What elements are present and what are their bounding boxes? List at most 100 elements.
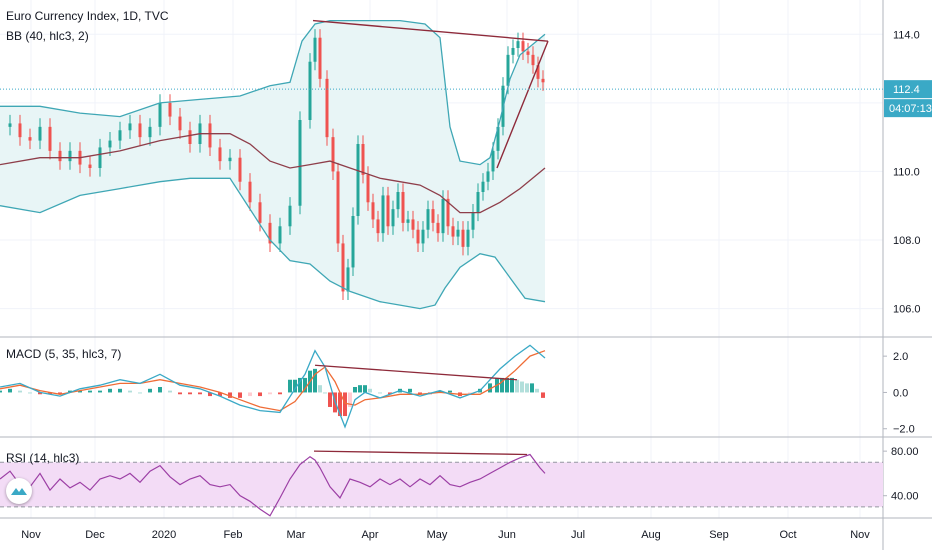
macd-histogram-bar <box>348 392 352 407</box>
macd-histogram-bar <box>58 392 62 395</box>
x-tick-label: Oct <box>779 529 796 541</box>
price-tick-label: 108.0 <box>893 235 921 247</box>
bb-basis-line <box>0 133 546 214</box>
candle-body <box>441 198 445 234</box>
chart-title: Euro Currency Index, 1D, TVC <box>6 9 169 23</box>
candle-body <box>8 123 12 127</box>
candle-body <box>218 147 222 162</box>
candle-body <box>168 102 172 117</box>
last-price-label: 112.4 <box>893 84 920 96</box>
candle-body <box>446 198 450 227</box>
macd-histogram-bar <box>378 392 382 394</box>
rsi-trendline <box>313 450 528 456</box>
countdown-badge <box>884 99 932 118</box>
rsi-tick-label: 80.00 <box>891 446 919 458</box>
macd-histogram-bar <box>118 388 122 393</box>
macd-histogram-bar <box>358 385 362 393</box>
macd-histogram-bar <box>525 383 529 393</box>
candle-body <box>178 116 182 131</box>
candle-body <box>481 181 485 192</box>
candle-body <box>351 216 355 268</box>
candle-body <box>118 130 122 141</box>
candle-body <box>98 147 102 168</box>
price-tick-label: 110.0 <box>893 166 920 178</box>
candle-body <box>88 164 92 168</box>
candle-body <box>336 171 340 244</box>
candle-body <box>471 212 475 230</box>
candle-body <box>68 150 72 162</box>
rsi-line <box>0 453 546 517</box>
x-tick-label: Jun <box>498 529 516 541</box>
macd-histogram-bar <box>18 390 22 393</box>
macd-histogram-bar <box>228 392 232 398</box>
macd-histogram-bar <box>298 377 302 393</box>
macd-histogram-bar <box>541 392 545 398</box>
macd-histogram-bar <box>248 392 252 397</box>
candle-body <box>401 192 405 223</box>
macd-histogram-bar <box>188 392 192 395</box>
price-tick-label: 114.0 <box>893 29 920 41</box>
bb-upper-line <box>0 19 546 166</box>
candle-body <box>38 126 42 141</box>
macd-histogram-bar <box>515 379 519 393</box>
macd-histogram-bar <box>138 392 142 394</box>
candle-body <box>526 51 530 55</box>
macd-line <box>0 344 546 429</box>
candle-body <box>421 229 425 244</box>
candle-body <box>238 157 242 182</box>
last-price-badge <box>884 80 932 99</box>
candle-body <box>58 150 62 162</box>
macd-histogram-bar <box>505 377 509 393</box>
candle-body <box>268 222 272 244</box>
macd-histogram-bar <box>338 392 342 417</box>
x-tick-label: Feb <box>224 529 243 541</box>
candle-body <box>436 222 440 234</box>
macd-histogram-bar <box>168 390 172 393</box>
macd-histogram-bar <box>288 379 292 393</box>
candle-body <box>411 219 415 230</box>
candle-body <box>516 41 520 48</box>
candle-body <box>18 123 22 138</box>
candle-body <box>208 123 212 148</box>
macd-histogram-bar <box>388 392 392 395</box>
macd-histogram-bar <box>238 392 242 398</box>
x-tick-label: Aug <box>641 529 661 541</box>
candle-body <box>228 157 232 162</box>
macd-histogram-bar <box>368 388 372 393</box>
candle-body <box>386 195 390 227</box>
macd-histogram-bar <box>363 385 367 393</box>
macd-histogram-bar <box>468 392 472 395</box>
macd-histogram-bar <box>178 392 182 395</box>
candle-body <box>541 78 545 83</box>
macd-histogram-bar <box>323 392 327 394</box>
candle-body <box>406 219 410 223</box>
x-tick-label: Apr <box>361 529 378 541</box>
macd-histogram-bar <box>510 377 514 393</box>
candle-body <box>506 54 510 86</box>
x-tick-label: Nov <box>850 529 870 541</box>
candle-body <box>456 229 460 237</box>
x-tick-label: Mar <box>287 529 306 541</box>
candle-body <box>331 137 335 172</box>
tradingview-logo-icon[interactable] <box>6 478 32 504</box>
candle-body <box>466 229 470 247</box>
macd-histogram-bar <box>8 388 12 393</box>
macd-histogram-bar <box>278 392 282 395</box>
x-tick-label: May <box>427 529 448 541</box>
macd-legend: MACD (5, 35, hlc3, 7) <box>6 347 122 361</box>
candle-body <box>366 174 370 203</box>
macd-histogram-bar <box>268 392 272 395</box>
candle-body <box>138 123 142 138</box>
macd-histogram-bar <box>48 392 52 395</box>
candle-body <box>313 37 317 62</box>
candle-body <box>416 229 420 244</box>
macd-signal-line <box>0 350 546 412</box>
macd-histogram-bar <box>0 390 2 393</box>
macd-histogram-bar <box>258 392 262 397</box>
macd-histogram-bar <box>500 377 504 393</box>
macd-histogram-bar <box>208 392 212 397</box>
macd-histogram-bar <box>520 381 524 393</box>
macd-histogram-bar <box>38 392 42 395</box>
macd-histogram-bar <box>488 383 492 393</box>
